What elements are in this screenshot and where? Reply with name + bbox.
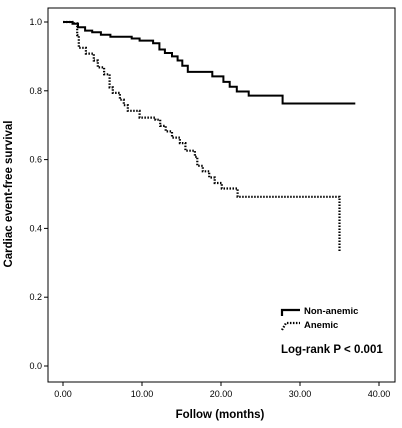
y-tick-label: 0.6	[29, 155, 42, 165]
x-tick-label: 20.00	[210, 389, 233, 399]
y-tick-label: 0.4	[29, 223, 42, 233]
y-tick-label: 0.0	[29, 361, 42, 371]
legend-swatch-non-anemic	[280, 308, 300, 316]
x-tick-label: 30.00	[289, 389, 312, 399]
x-axis: 0.00 10.00 20.00 30.00 40.00	[54, 382, 390, 399]
x-tick-label: 0.00	[54, 389, 72, 399]
legend-label-non-anemic: Non-anemic	[304, 306, 358, 317]
x-tick-label: 10.00	[131, 389, 154, 399]
x-axis-title: Follow (months)	[176, 409, 265, 421]
y-axis-title: Cardiac event-free survival	[3, 120, 15, 267]
x-tick-label: 40.00	[368, 389, 391, 399]
y-tick-label: 0.8	[29, 86, 42, 96]
legend: Non-anemic Anemic	[280, 306, 358, 331]
legend-label-anemic: Anemic	[304, 320, 338, 331]
log-rank-annotation: Log-rank P < 0.001	[281, 344, 383, 356]
y-axis: 0.0 0.2 0.4 0.6 0.8 1.0	[29, 17, 48, 371]
y-tick-label: 1.0	[29, 17, 42, 27]
series-layer	[63, 20, 356, 253]
series-line-non-anemic	[63, 21, 356, 105]
y-tick-label: 0.2	[29, 292, 42, 302]
